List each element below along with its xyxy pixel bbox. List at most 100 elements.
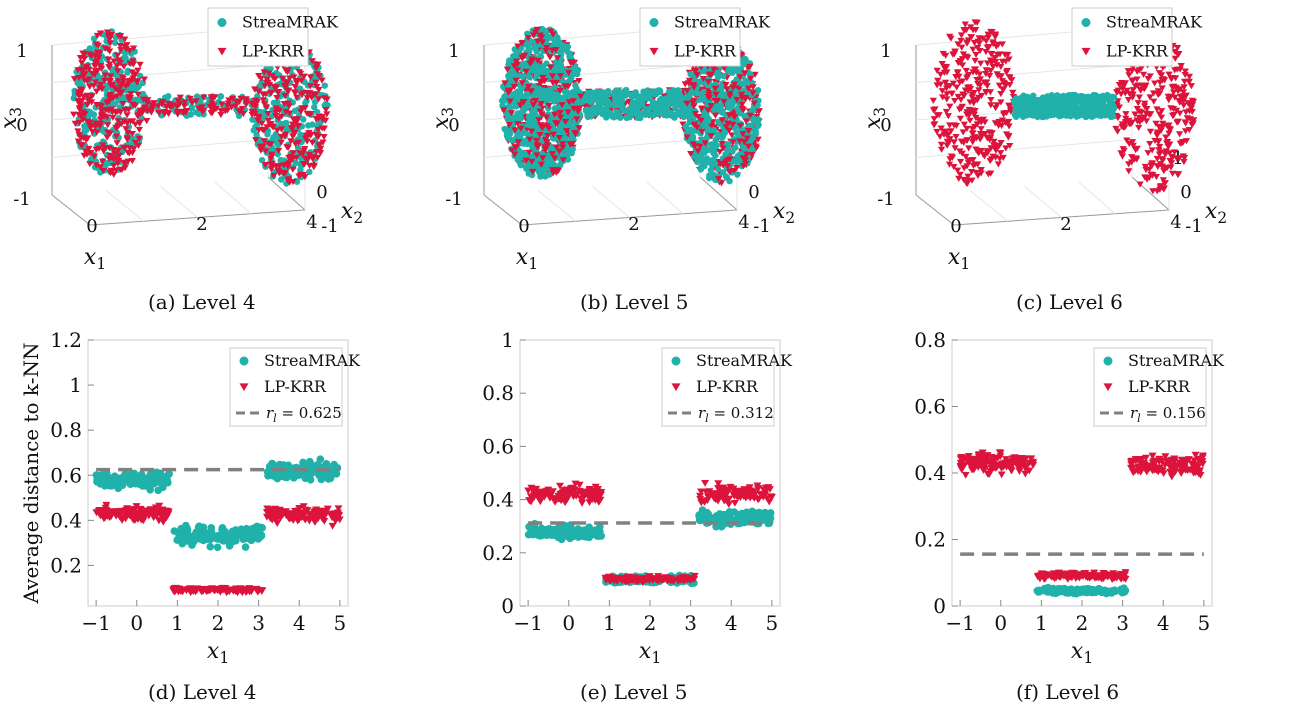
data-point-lpkrr (117, 121, 126, 128)
data-point-lpkrr (121, 36, 129, 43)
data-point-lpkrr (273, 94, 281, 102)
data-point-lpkrr (97, 81, 105, 88)
data-point-lpkrr (115, 152, 123, 159)
data-point-lpkrr (198, 104, 206, 111)
data-point-streamrak (1018, 98, 1026, 106)
floor-gridline (537, 190, 577, 222)
data-point-streamrak (707, 158, 714, 166)
data-point-streamrak (733, 129, 740, 137)
data-point-lpkrr (1182, 120, 1190, 127)
data-point-lpkrr (107, 82, 115, 89)
data-point-streamrak (567, 148, 575, 156)
data-point-streamrak (726, 177, 733, 185)
data-point-lpkrr (754, 136, 762, 143)
data-point-lpkrr (99, 167, 108, 175)
data-point-streamrak (734, 171, 741, 178)
data-point-lpkrr (323, 111, 331, 118)
data-point-lpkrr (110, 162, 118, 170)
data-point-lpkrr (108, 108, 117, 116)
data-point-lpkrr (254, 117, 262, 124)
x-tick-label: −1 (81, 611, 110, 635)
data-point-streamrak (311, 98, 319, 106)
data-point-lpkrr (93, 129, 101, 136)
data-point-streamrak (539, 26, 546, 33)
data-point-lpkrr (951, 98, 959, 105)
data-point-lpkrr (972, 51, 980, 58)
data-point-lpkrr (134, 91, 142, 98)
x-tick-label: 2 (1060, 214, 1071, 235)
data-point-streamrak (188, 103, 196, 111)
data-point-streamrak (142, 474, 151, 483)
data-point-lpkrr (317, 145, 325, 152)
data-point-lpkrr (91, 52, 99, 59)
data-point-lpkrr (270, 84, 278, 91)
data-point-streamrak (677, 101, 685, 109)
data-point-lpkrr (261, 161, 269, 169)
data-point-lpkrr (969, 139, 977, 146)
data-point-lpkrr (283, 69, 292, 76)
data-point-lpkrr (306, 83, 314, 90)
data-point-lpkrr (288, 121, 297, 128)
data-point-lpkrr (320, 95, 329, 102)
data-point-lpkrr (125, 96, 133, 103)
data-point-lpkrr (91, 79, 99, 86)
data-point-lpkrr (947, 35, 955, 42)
data-point-lpkrr (751, 71, 759, 78)
y-tick-label: 0 (1180, 182, 1191, 203)
data-point-lpkrr (284, 176, 293, 183)
data-point-lpkrr (711, 112, 720, 119)
data-point-streamrak (650, 111, 657, 118)
data-point-lpkrr (125, 150, 133, 157)
data-point-lpkrr (96, 116, 105, 123)
data-point-lpkrr (289, 133, 297, 140)
data-point-streamrak (90, 111, 98, 118)
data-point-lpkrr (946, 122, 954, 129)
x-tick-label: 4 (1170, 212, 1181, 233)
data-point-streamrak (1108, 94, 1116, 101)
data-point-lpkrr (262, 104, 271, 111)
data-point-lpkrr (140, 104, 148, 111)
data-point-lpkrr (956, 115, 965, 122)
data-point-lpkrr (93, 88, 101, 95)
data-point-streamrak (656, 97, 664, 104)
data-point-lpkrr (86, 83, 94, 91)
data-point-lpkrr (310, 164, 318, 171)
x1-axis-label: x1 (207, 639, 229, 667)
data-point-streamrak (1013, 95, 1020, 102)
data-point-streamrak (90, 35, 98, 42)
data-point-lpkrr (75, 75, 83, 82)
data-point-lpkrr (86, 161, 94, 168)
z-tick-label: 0 (16, 115, 27, 136)
data-point-lpkrr (90, 153, 98, 160)
y-tick-label: 0.2 (50, 553, 82, 577)
data-point-streamrak (590, 89, 597, 96)
data-point-lpkrr (293, 118, 301, 125)
data-point-lpkrr (284, 89, 292, 96)
data-point-lpkrr (295, 173, 303, 180)
data-point-lpkrr (1134, 100, 1142, 107)
data-point-streamrak (510, 52, 517, 60)
data-point-streamrak (729, 69, 736, 76)
data-point-streamrak (558, 65, 565, 73)
data-point-lpkrr (248, 108, 256, 115)
data-point-streamrak (105, 481, 114, 490)
data-point-lpkrr (282, 108, 290, 116)
data-point-lpkrr (264, 117, 272, 124)
data-point-lpkrr (74, 67, 82, 74)
data-point-lpkrr (102, 107, 110, 114)
data-point-lpkrr (307, 131, 315, 139)
data-point-streamrak (625, 106, 633, 113)
data-point-lpkrr (255, 72, 263, 80)
data-point-lpkrr (281, 92, 289, 100)
data-point-streamrak (534, 62, 541, 70)
data-point-lpkrr (123, 120, 131, 127)
data-point-lpkrr (248, 101, 257, 108)
data-point-streamrak (655, 87, 662, 94)
box-bottom-edge (483, 194, 523, 226)
data-point-lpkrr (258, 126, 267, 133)
data-point-streamrak (542, 173, 549, 180)
data-point-lpkrr (523, 126, 531, 134)
data-point-lpkrr (277, 126, 286, 133)
